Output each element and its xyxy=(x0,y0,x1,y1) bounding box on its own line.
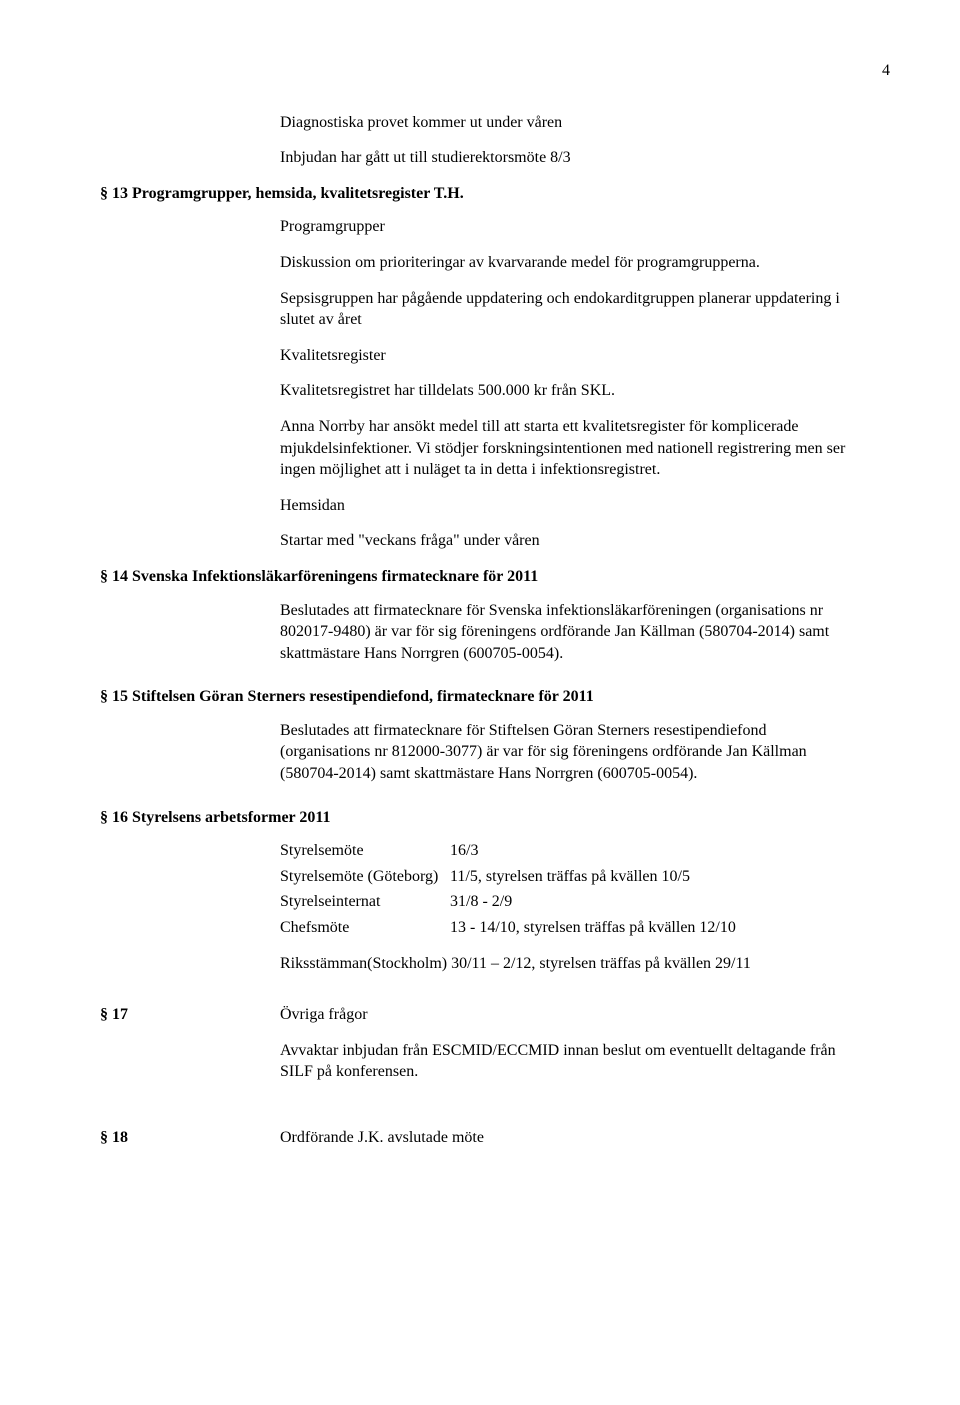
section-13-heading: § 13 Programgrupper, hemsida, kvalitetsr… xyxy=(100,183,860,205)
s16-row-value: 11/5, styrelsen träffas på kvällen 10/5 xyxy=(450,866,860,888)
s16-row-value: 13 - 14/10, styrelsen träffas på kvällen… xyxy=(450,917,860,939)
s13-p1: Programgrupper xyxy=(280,216,860,238)
top-line-1: Diagnostiska provet kommer ut under våre… xyxy=(280,112,860,134)
s13-p2: Diskussion om prioriteringar av kvarvara… xyxy=(280,252,860,274)
page-number: 4 xyxy=(100,60,890,82)
s16-row-label: Styrelsemöte (Göteborg) xyxy=(280,866,450,888)
s13-p3: Sepsisgruppen har pågående uppdatering o… xyxy=(280,288,860,331)
s13-p7: Hemsidan xyxy=(280,495,860,517)
s14-p1: Beslutades att firmatecknare för Svenska… xyxy=(280,600,860,665)
section-17-label: § 17 xyxy=(100,1004,280,1097)
s16-row-label: Styrelseinternat xyxy=(280,891,450,913)
section-16-heading: § 16 Styrelsens arbetsformer 2011 xyxy=(100,807,860,829)
s13-p8: Startar med "veckans fråga" under våren xyxy=(280,530,860,552)
section-15-heading: § 15 Stiftelsen Göran Sterners resestipe… xyxy=(100,686,860,708)
s16-row: Styrelsemöte16/3 xyxy=(280,840,860,862)
s13-p6: Anna Norrby har ansökt medel till att st… xyxy=(280,416,860,481)
s16-row-label: Styrelsemöte xyxy=(280,840,450,862)
s13-p5: Kvalitetsregistret har tilldelats 500.00… xyxy=(280,380,860,402)
s15-p1: Beslutades att firmatecknare för Stiftel… xyxy=(280,720,860,785)
s18-body: Ordförande J.K. avslutade möte xyxy=(280,1129,484,1146)
s16-row: Chefsmöte13 - 14/10, styrelsen träffas p… xyxy=(280,917,860,939)
s17-title: Övriga frågor xyxy=(280,1004,860,1026)
section-14-heading: § 14 Svenska Infektionsläkarföreningens … xyxy=(100,566,860,588)
s16-row: Styrelseinternat31/8 - 2/9 xyxy=(280,891,860,913)
s13-p4: Kvalitetsregister xyxy=(280,345,860,367)
top-line-2: Inbjudan har gått ut till studierektorsm… xyxy=(280,147,860,169)
s16-table: Styrelsemöte16/3Styrelsemöte (Göteborg)1… xyxy=(280,840,860,938)
s16-row: Styrelsemöte (Göteborg)11/5, styrelsen t… xyxy=(280,866,860,888)
s16-row-label: Chefsmöte xyxy=(280,917,450,939)
s16-row-value: 31/8 - 2/9 xyxy=(450,891,860,913)
s17-p1: Avvaktar inbjudan från ESCMID/ECCMID inn… xyxy=(280,1040,860,1083)
section-18-label: § 18 xyxy=(100,1127,280,1149)
s16-last-line: Riksstämman(Stockholm) 30/11 – 2/12, sty… xyxy=(280,953,860,975)
s16-row-value: 16/3 xyxy=(450,840,860,862)
